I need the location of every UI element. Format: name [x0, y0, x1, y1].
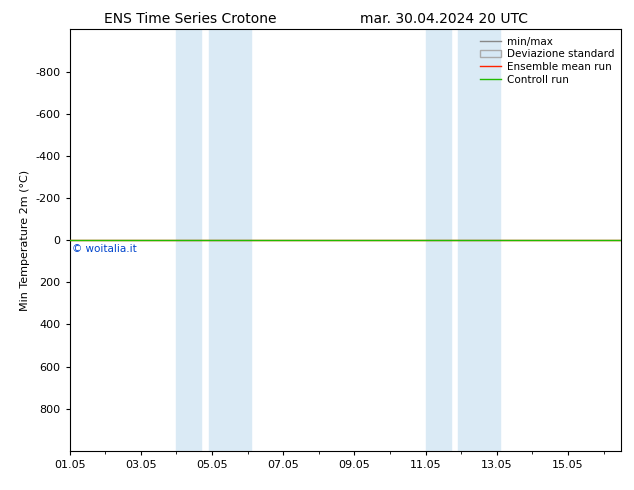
Text: ENS Time Series Crotone: ENS Time Series Crotone — [104, 12, 276, 26]
Bar — [209, 29, 251, 451]
Legend: min/max, Deviazione standard, Ensemble mean run, Controll run: min/max, Deviazione standard, Ensemble m… — [479, 35, 616, 87]
Bar — [458, 29, 500, 451]
Y-axis label: Min Temperature 2m (°C): Min Temperature 2m (°C) — [20, 170, 30, 311]
Text: © woitalia.it: © woitalia.it — [72, 245, 136, 254]
Bar — [425, 29, 451, 451]
Text: mar. 30.04.2024 20 UTC: mar. 30.04.2024 20 UTC — [360, 12, 527, 26]
Bar — [176, 29, 202, 451]
